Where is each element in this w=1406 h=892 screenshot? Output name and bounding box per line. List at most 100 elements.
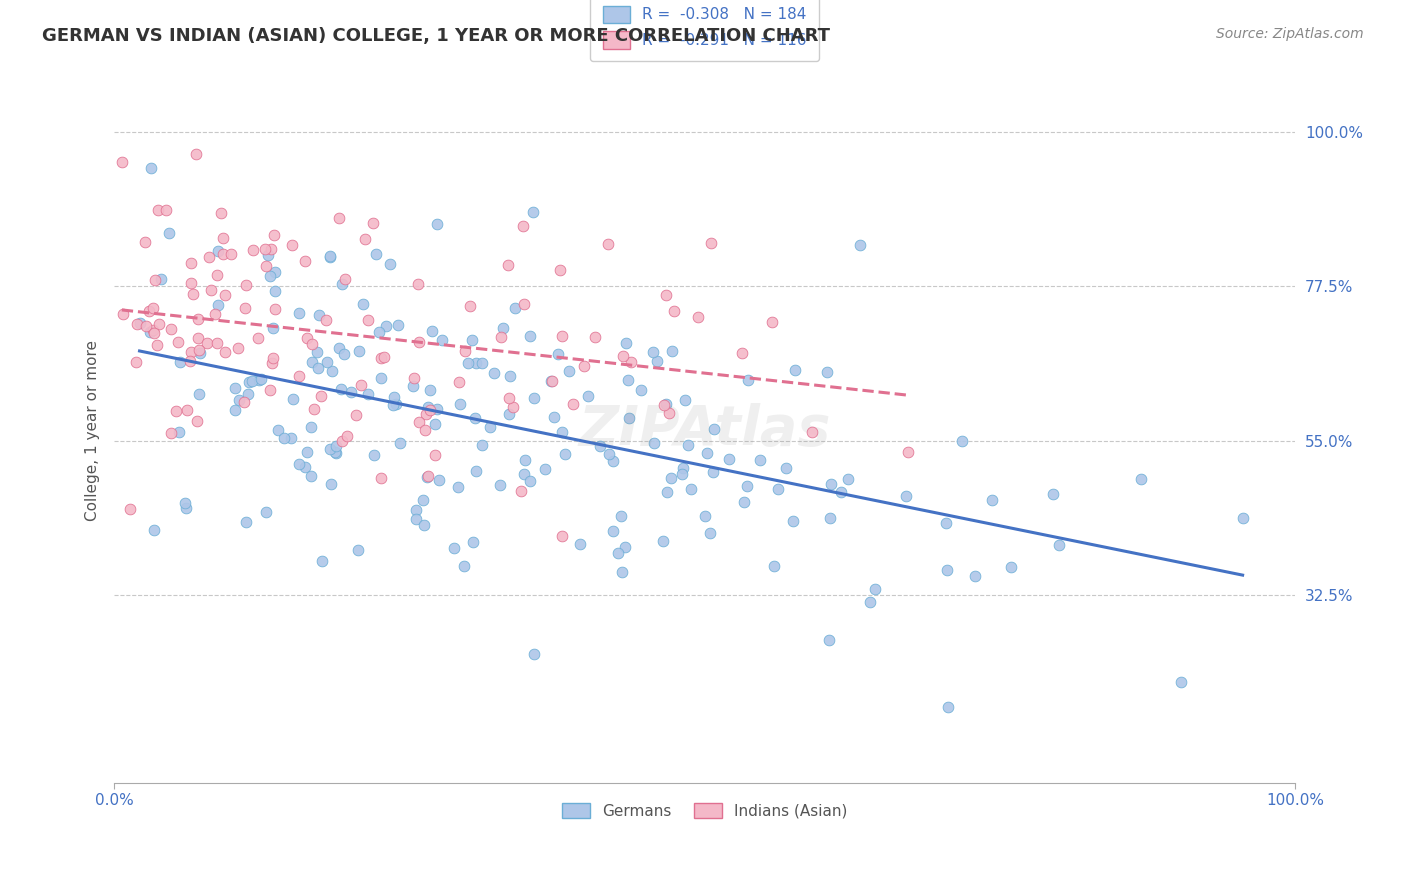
Point: [830, 485, 852, 500]
Point: [783, 363, 806, 377]
Text: Source: ZipAtlas.com: Source: ZipAtlas.com: [1216, 27, 1364, 41]
Point: [319, 442, 342, 457]
Point: [138, 303, 160, 318]
Point: [188, 386, 211, 401]
Point: [688, 310, 710, 325]
Text: GERMAN VS INDIAN (ASIAN) COLLEGE, 1 YEAR OR MORE CORRELATION CHART: GERMAN VS INDIAN (ASIAN) COLLEGE, 1 YEAR…: [42, 27, 830, 45]
Point: [212, 231, 235, 245]
Point: [505, 301, 527, 315]
Point: [408, 335, 430, 350]
Point: [249, 372, 271, 386]
Point: [630, 383, 652, 397]
Point: [263, 285, 285, 299]
Point: [205, 268, 228, 282]
Point: [382, 390, 405, 404]
Point: [457, 356, 479, 370]
Point: [263, 302, 285, 317]
Point: [561, 396, 583, 410]
Point: [294, 253, 316, 268]
Point: [319, 249, 342, 263]
Point: [262, 321, 284, 335]
Point: [190, 346, 212, 360]
Point: [676, 438, 699, 452]
Point: [347, 344, 370, 359]
Point: [610, 508, 633, 523]
Point: [385, 397, 408, 411]
Point: [344, 408, 367, 422]
Point: [309, 389, 332, 403]
Point: [598, 447, 620, 461]
Point: [513, 296, 536, 310]
Point: [458, 299, 481, 313]
Point: [357, 312, 380, 326]
Point: [464, 465, 486, 479]
Point: [602, 454, 624, 468]
Point: [614, 540, 637, 554]
Point: [461, 333, 484, 347]
Point: [655, 484, 678, 499]
Point: [658, 406, 681, 420]
Point: [330, 434, 353, 449]
Point: [321, 364, 343, 378]
Point: [775, 460, 797, 475]
Point: [332, 277, 354, 291]
Point: [262, 351, 284, 366]
Point: [354, 232, 377, 246]
Point: [259, 269, 281, 284]
Point: [502, 400, 524, 414]
Point: [557, 364, 579, 378]
Point: [295, 331, 318, 345]
Point: [288, 306, 311, 320]
Point: [236, 386, 259, 401]
Point: [817, 365, 839, 379]
Point: [214, 288, 236, 302]
Point: [111, 307, 134, 321]
Text: ZIPAtlas: ZIPAtlas: [578, 403, 831, 458]
Point: [408, 415, 430, 429]
Point: [702, 466, 724, 480]
Point: [659, 470, 682, 484]
Point: [837, 472, 859, 486]
Point: [256, 247, 278, 261]
Point: [363, 216, 385, 230]
Point: [120, 501, 142, 516]
Point: [935, 563, 957, 577]
Point: [325, 438, 347, 452]
Point: [299, 469, 322, 483]
Point: [454, 344, 477, 359]
Y-axis label: College, 1 year or more: College, 1 year or more: [86, 340, 100, 521]
Point: [965, 569, 987, 583]
Point: [254, 505, 277, 519]
Point: [233, 301, 256, 316]
Point: [818, 633, 841, 648]
Point: [465, 355, 488, 369]
Point: [693, 508, 716, 523]
Point: [207, 298, 229, 312]
Point: [195, 336, 218, 351]
Point: [179, 354, 201, 368]
Point: [238, 375, 260, 389]
Point: [761, 315, 783, 329]
Point: [865, 582, 887, 597]
Point: [143, 273, 166, 287]
Point: [378, 257, 401, 271]
Point: [681, 482, 703, 496]
Point: [281, 392, 304, 406]
Point: [645, 354, 668, 368]
Point: [782, 514, 804, 528]
Point: [169, 355, 191, 369]
Point: [492, 321, 515, 335]
Point: [288, 369, 311, 384]
Point: [159, 322, 181, 336]
Point: [606, 546, 628, 560]
Point: [672, 461, 695, 475]
Point: [308, 308, 330, 322]
Point: [498, 391, 520, 405]
Point: [610, 565, 633, 579]
Point: [235, 515, 257, 529]
Point: [489, 478, 512, 492]
Point: [254, 242, 277, 256]
Point: [125, 317, 148, 331]
Point: [415, 407, 437, 421]
Point: [952, 434, 974, 449]
